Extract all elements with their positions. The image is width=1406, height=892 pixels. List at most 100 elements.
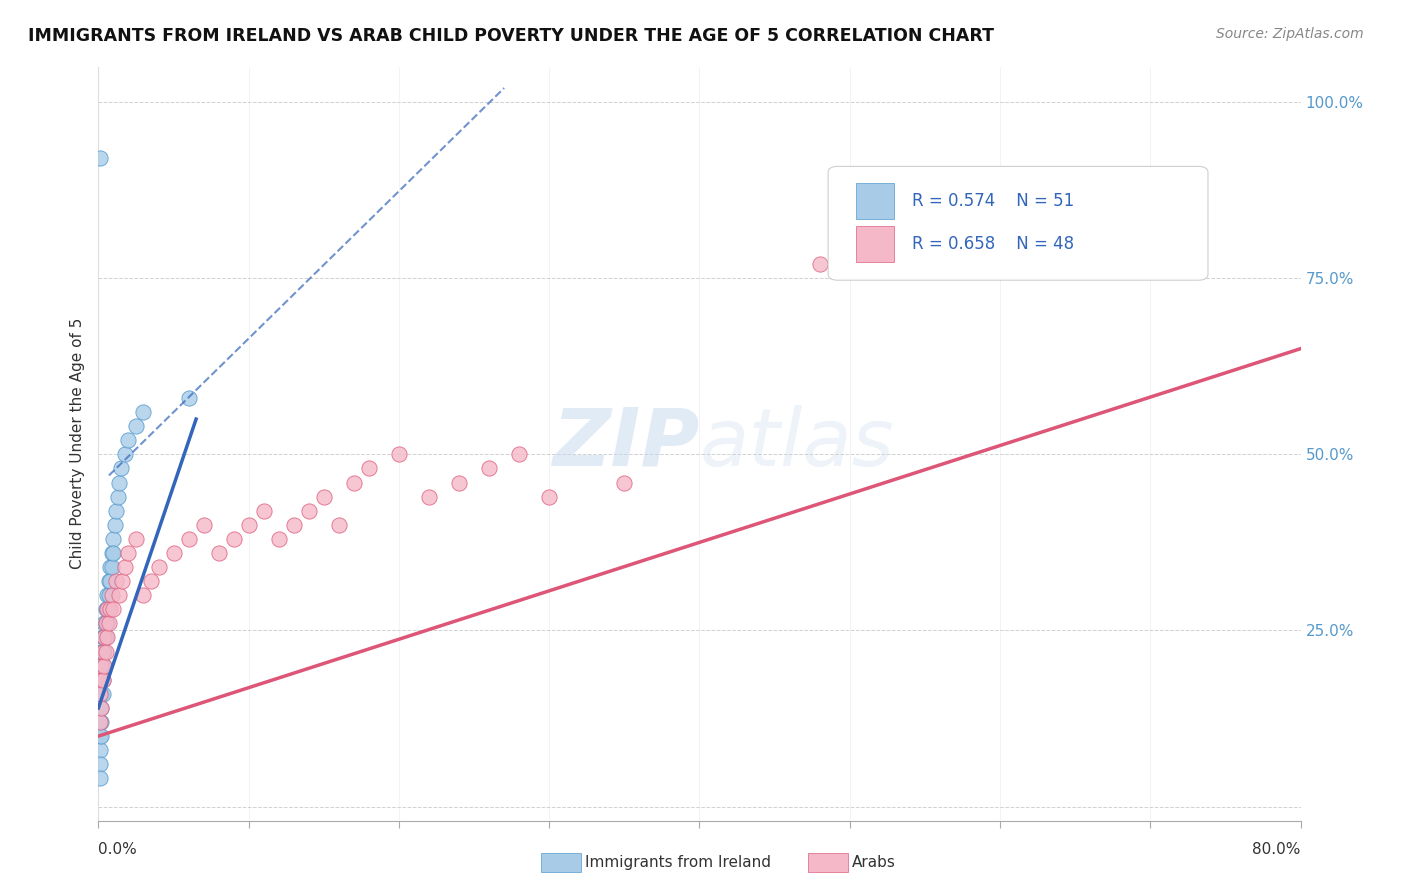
Point <box>114 447 136 461</box>
Point <box>90 658 112 673</box>
Point <box>162 546 184 560</box>
Text: Arabs: Arabs <box>852 855 896 870</box>
Point <box>90 701 112 715</box>
Point <box>96 602 118 616</box>
Point <box>89 658 111 673</box>
Point <box>613 475 636 490</box>
Point <box>343 475 366 490</box>
FancyBboxPatch shape <box>856 183 894 219</box>
Point <box>312 490 335 504</box>
Text: R = 0.658    N = 48: R = 0.658 N = 48 <box>912 235 1074 253</box>
Point <box>208 546 231 560</box>
Point <box>117 546 139 560</box>
Point <box>538 490 561 504</box>
Point <box>89 743 111 757</box>
Text: ZIP: ZIP <box>553 405 699 483</box>
Point <box>94 616 117 631</box>
Point <box>91 644 114 658</box>
Point <box>107 490 129 504</box>
Point <box>148 560 170 574</box>
Point <box>357 461 380 475</box>
Point <box>388 447 411 461</box>
Point <box>447 475 470 490</box>
Point <box>96 588 118 602</box>
Text: 0.0%: 0.0% <box>98 842 138 856</box>
Point <box>105 504 128 518</box>
Point <box>89 152 111 166</box>
Point <box>94 631 117 645</box>
Point <box>253 504 276 518</box>
Point <box>508 447 530 461</box>
Point <box>478 461 501 475</box>
Point <box>90 673 112 687</box>
Point <box>91 631 114 645</box>
Point <box>93 644 115 658</box>
Text: Source: ZipAtlas.com: Source: ZipAtlas.com <box>1216 27 1364 41</box>
Point <box>96 631 118 645</box>
Point <box>91 658 114 673</box>
Point <box>97 602 120 616</box>
Point <box>93 658 115 673</box>
Point <box>90 701 112 715</box>
Point <box>89 714 111 729</box>
Point <box>89 687 111 701</box>
Point <box>93 631 115 645</box>
Point <box>132 588 155 602</box>
Point <box>100 602 122 616</box>
Text: R = 0.574    N = 51: R = 0.574 N = 51 <box>912 192 1074 210</box>
Point <box>94 616 117 631</box>
Point <box>90 714 112 729</box>
Point <box>89 757 111 772</box>
Point <box>177 391 200 405</box>
Point <box>97 574 120 588</box>
Point <box>101 588 124 602</box>
Point <box>132 405 155 419</box>
Point <box>108 475 131 490</box>
Point <box>193 517 215 532</box>
Point <box>94 644 117 658</box>
Point <box>267 532 290 546</box>
Point <box>418 490 440 504</box>
Point <box>177 532 200 546</box>
Point <box>89 673 111 687</box>
Point <box>238 517 260 532</box>
Point <box>97 588 120 602</box>
Point <box>110 461 132 475</box>
Point <box>298 504 321 518</box>
Point <box>93 631 115 645</box>
Point <box>100 560 122 574</box>
Point <box>283 517 305 532</box>
FancyBboxPatch shape <box>828 167 1208 280</box>
Point <box>114 560 136 574</box>
Point <box>90 644 112 658</box>
Point <box>139 574 162 588</box>
Point <box>111 574 134 588</box>
Point <box>89 687 111 701</box>
Point <box>808 257 831 271</box>
Point <box>96 602 118 616</box>
FancyBboxPatch shape <box>856 226 894 262</box>
Point <box>89 673 111 687</box>
Point <box>89 729 111 743</box>
Text: Immigrants from Ireland: Immigrants from Ireland <box>585 855 770 870</box>
Point <box>89 772 111 786</box>
Point <box>93 616 115 631</box>
Text: atlas: atlas <box>699 405 894 483</box>
Point <box>100 574 122 588</box>
Point <box>125 532 148 546</box>
Point <box>101 560 124 574</box>
Point <box>93 658 115 673</box>
Point <box>328 517 350 532</box>
Point <box>125 419 148 434</box>
Point <box>101 546 124 560</box>
Point <box>105 574 128 588</box>
Point <box>90 687 112 701</box>
Point <box>91 673 114 687</box>
Point <box>103 602 125 616</box>
Point <box>108 588 131 602</box>
Text: 80.0%: 80.0% <box>1253 842 1301 856</box>
Point <box>89 701 111 715</box>
Y-axis label: Child Poverty Under the Age of 5: Child Poverty Under the Age of 5 <box>69 318 84 569</box>
Point <box>104 517 127 532</box>
Point <box>91 687 114 701</box>
